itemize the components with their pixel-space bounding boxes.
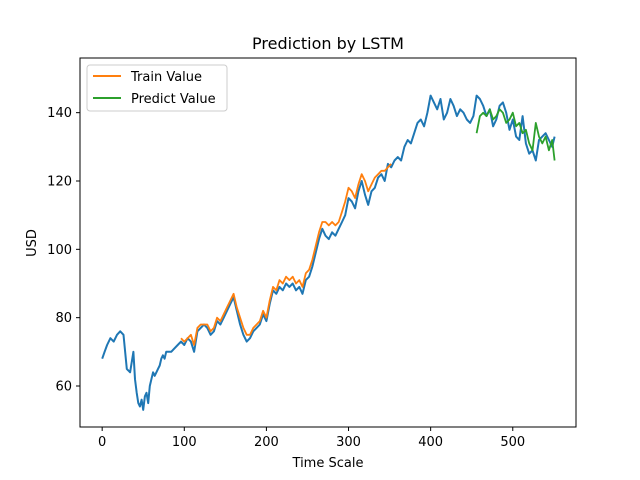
y-tick-label: 60 — [55, 380, 72, 395]
y-tick-label: 80 — [55, 311, 72, 326]
legend-label-predict: Predict Value — [131, 92, 216, 107]
plot-frame — [79, 57, 577, 428]
legend: Train Value Predict Value — [86, 64, 228, 112]
x-tick-label: 400 — [418, 435, 443, 450]
series-line-train — [180, 163, 392, 346]
legend-box — [86, 64, 228, 112]
x-axis-label: Time Scale — [292, 456, 364, 471]
y-axis-label: USD — [25, 229, 40, 257]
y-tick-label: 140 — [47, 106, 72, 121]
plot-series — [101, 94, 556, 411]
y-tick-label: 120 — [47, 175, 72, 190]
x-tick-label: 100 — [172, 435, 197, 450]
series-line-actual — [101, 94, 556, 411]
y-tick-label: 100 — [47, 243, 72, 258]
x-tick-label: 300 — [336, 435, 361, 450]
axes — [79, 57, 577, 428]
chart-title: Prediction by LSTM — [252, 34, 404, 53]
y-axis-ticks: 60 80 100 120 140 — [47, 106, 80, 395]
x-axis-ticks: 0 100 200 300 400 500 — [98, 427, 525, 450]
x-tick-label: 500 — [500, 435, 525, 450]
legend-label-train: Train Value — [130, 70, 202, 85]
series-line-predict — [475, 108, 556, 161]
x-tick-label: 0 — [98, 435, 106, 450]
x-tick-label: 200 — [254, 435, 279, 450]
